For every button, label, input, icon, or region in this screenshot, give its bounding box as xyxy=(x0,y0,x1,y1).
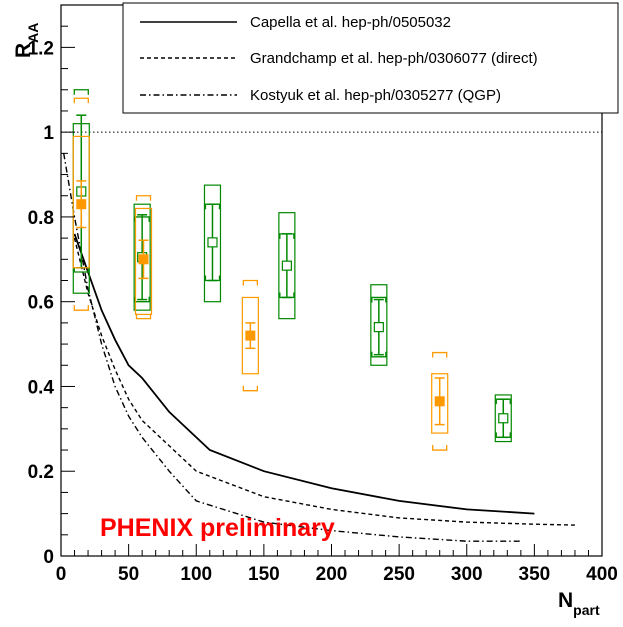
x-tick-label: 200 xyxy=(316,564,348,585)
global-bracket xyxy=(432,351,448,358)
y-axis-title: RAA xyxy=(12,23,41,58)
model-curve-dashed xyxy=(73,237,575,526)
x-axis-title: Npart xyxy=(558,589,600,618)
watermark: PHENIX preliminary xyxy=(100,514,335,542)
model-curves xyxy=(63,153,575,542)
global-bracket xyxy=(73,97,89,104)
model-curve-dashdot xyxy=(63,153,521,542)
y-axis-title-main: R xyxy=(12,43,35,58)
legend-entry: Kostyuk et al. hep-ph/0305277 (QGP) xyxy=(250,87,501,104)
data-markers xyxy=(72,89,512,451)
y-tick-label: 0.4 xyxy=(28,377,55,398)
global-bracket xyxy=(135,313,152,320)
data-point xyxy=(278,212,296,320)
global-bracket xyxy=(371,296,387,303)
data-point xyxy=(494,394,512,443)
legend: Capella et al. hep-ph/0505032 Grandchamp… xyxy=(122,2,619,114)
global-bracket xyxy=(73,305,89,311)
systematic-box xyxy=(203,184,222,303)
systematic-box xyxy=(494,394,512,443)
open-square-marker xyxy=(498,413,509,424)
global-bracket xyxy=(371,351,387,358)
systematic-box xyxy=(133,203,151,311)
axes: 0 50 100 150 200 250 300 350 400 0 0.2 0.4 0.6 0.8 1 1.… xyxy=(28,4,618,585)
open-square-marker xyxy=(207,237,218,248)
x-tick-label: 150 xyxy=(248,564,280,585)
legend-entry: Capella et al. hep-ph/0505032 xyxy=(250,14,451,31)
y-tick-label: 0.6 xyxy=(28,293,54,314)
y-tick-label: 0.8 xyxy=(28,208,54,229)
global-bracket xyxy=(432,445,448,451)
y-tick-label: 0 xyxy=(43,547,54,568)
filled-square-marker xyxy=(434,396,445,407)
data-point xyxy=(203,184,222,303)
filled-square-marker xyxy=(76,199,87,210)
global-bracket xyxy=(73,267,89,273)
x-tick-label: 350 xyxy=(519,564,551,585)
legend-entry: Grandchamp et al. hep-ph/0306077 (direct… xyxy=(250,50,538,67)
x-tick-label: 100 xyxy=(180,564,212,585)
x-tick-label: 50 xyxy=(118,564,139,585)
systematic-box xyxy=(72,135,90,269)
data-point xyxy=(241,279,259,392)
data-point xyxy=(431,351,449,451)
data-point xyxy=(72,97,90,311)
x-tick-label: 250 xyxy=(383,564,415,585)
x-tick-label: 0 xyxy=(56,564,67,585)
x-tick-label: 300 xyxy=(451,564,483,585)
global-bracket xyxy=(135,195,152,201)
x-axis-title-sub: part xyxy=(573,602,600,618)
filled-square-marker xyxy=(138,254,149,265)
y-axis-title-sub: AA xyxy=(25,23,41,43)
data-point xyxy=(370,284,388,366)
y-tick-label: 1 xyxy=(43,123,54,144)
model-curve-solid xyxy=(73,233,535,515)
y-tick-label: 0.2 xyxy=(28,462,54,483)
x-axis-title-main: N xyxy=(558,589,573,612)
data-point xyxy=(134,195,153,320)
systematic-box xyxy=(241,296,259,375)
systematic-box xyxy=(278,212,296,320)
systematic-box xyxy=(370,284,388,366)
global-bracket xyxy=(73,89,89,95)
global-bracket xyxy=(242,385,258,392)
open-square-marker xyxy=(373,322,384,333)
systematic-box xyxy=(134,207,153,316)
global-bracket xyxy=(242,279,258,286)
y-tick-label: 1.2 xyxy=(28,38,54,59)
systematic-box xyxy=(431,373,449,434)
open-square-marker xyxy=(281,260,292,271)
x-tick-label: 400 xyxy=(586,564,618,585)
filled-square-marker xyxy=(245,330,256,341)
